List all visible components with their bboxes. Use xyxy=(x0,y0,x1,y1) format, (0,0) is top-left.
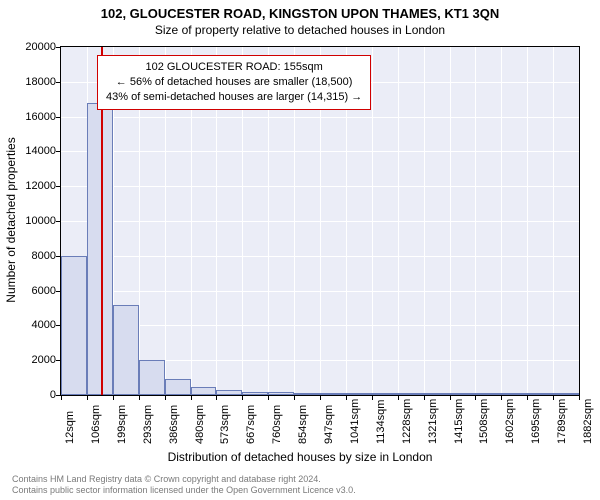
y-tick-mark xyxy=(56,117,61,118)
x-tick-mark xyxy=(294,395,295,400)
histogram-bar xyxy=(113,305,139,395)
x-tick-label: 760sqm xyxy=(271,405,283,444)
annotation-line: ← 56% of detached houses are smaller (18… xyxy=(106,75,362,90)
x-tick-mark xyxy=(320,395,321,400)
footer-line1: Contains HM Land Registry data © Crown c… xyxy=(12,474,356,485)
x-tick-label: 480sqm xyxy=(194,405,206,444)
gridline-v xyxy=(450,47,451,395)
histogram-bar xyxy=(191,387,217,395)
x-tick-mark xyxy=(475,395,476,400)
y-tick-mark xyxy=(56,151,61,152)
histogram-bar xyxy=(398,393,424,395)
x-tick-mark xyxy=(553,395,554,400)
x-tick-mark xyxy=(216,395,217,400)
histogram-bar xyxy=(372,393,398,395)
x-tick-mark xyxy=(450,395,451,400)
x-tick-mark xyxy=(61,395,62,400)
x-tick-label: 1508sqm xyxy=(478,399,490,444)
x-tick-label: 199sqm xyxy=(116,405,128,444)
y-tick-label: 14000 xyxy=(6,145,56,157)
x-tick-label: 293sqm xyxy=(142,405,154,444)
plot-area: 102 GLOUCESTER ROAD: 155sqm← 56% of deta… xyxy=(60,46,580,396)
x-axis-label: Distribution of detached houses by size … xyxy=(0,450,600,464)
annotation-box: 102 GLOUCESTER ROAD: 155sqm← 56% of deta… xyxy=(97,55,371,110)
chart-title-main: 102, GLOUCESTER ROAD, KINGSTON UPON THAM… xyxy=(0,6,600,21)
y-tick-mark xyxy=(56,82,61,83)
x-tick-label: 1041sqm xyxy=(349,399,361,444)
x-tick-label: 667sqm xyxy=(245,405,257,444)
gridline-v xyxy=(424,47,425,395)
histogram-bar xyxy=(61,256,87,395)
x-tick-label: 1882sqm xyxy=(582,399,594,444)
x-tick-label: 854sqm xyxy=(297,405,309,444)
x-tick-mark xyxy=(501,395,502,400)
y-tick-label: 10000 xyxy=(6,215,56,227)
x-tick-mark xyxy=(398,395,399,400)
footer-line2: Contains public sector information licen… xyxy=(12,485,356,496)
x-tick-label: 947sqm xyxy=(323,405,335,444)
x-tick-label: 12sqm xyxy=(64,411,76,444)
title-block: 102, GLOUCESTER ROAD, KINGSTON UPON THAM… xyxy=(0,6,600,37)
x-tick-label: 1134sqm xyxy=(375,400,387,444)
histogram-bar xyxy=(139,360,165,395)
y-tick-label: 2000 xyxy=(6,354,56,366)
x-tick-mark xyxy=(113,395,114,400)
x-tick-label: 1321sqm xyxy=(427,399,439,444)
x-tick-label: 573sqm xyxy=(219,405,231,444)
x-tick-label: 386sqm xyxy=(168,405,180,444)
y-tick-label: 4000 xyxy=(6,319,56,331)
x-tick-mark xyxy=(242,395,243,400)
histogram-bar xyxy=(475,393,501,395)
x-tick-mark xyxy=(165,395,166,400)
x-tick-mark xyxy=(139,395,140,400)
y-tick-label: 20000 xyxy=(6,41,56,53)
histogram-bar xyxy=(242,392,268,395)
x-tick-mark xyxy=(424,395,425,400)
x-tick-mark xyxy=(191,395,192,400)
gridline-v xyxy=(501,47,502,395)
x-tick-mark xyxy=(87,395,88,400)
y-tick-label: 6000 xyxy=(6,285,56,297)
histogram-bar xyxy=(424,393,450,395)
y-tick-label: 18000 xyxy=(6,76,56,88)
x-tick-label: 1695sqm xyxy=(530,399,542,444)
histogram-bar xyxy=(268,392,294,395)
x-tick-mark xyxy=(268,395,269,400)
y-tick-label: 12000 xyxy=(6,180,56,192)
histogram-bar xyxy=(165,379,191,395)
histogram-bar xyxy=(553,393,579,395)
histogram-bar xyxy=(450,393,476,395)
x-tick-label: 1789sqm xyxy=(556,399,568,444)
histogram-bar xyxy=(527,393,553,395)
footer-attribution: Contains HM Land Registry data © Crown c… xyxy=(12,474,356,496)
y-tick-label: 16000 xyxy=(6,111,56,123)
x-tick-label: 1228sqm xyxy=(401,399,413,444)
y-tick-mark xyxy=(56,186,61,187)
histogram-bar xyxy=(216,390,242,395)
chart-title-sub: Size of property relative to detached ho… xyxy=(0,23,600,37)
annotation-line: 102 GLOUCESTER ROAD: 155sqm xyxy=(106,60,362,75)
y-tick-mark xyxy=(56,221,61,222)
y-tick-label: 0 xyxy=(6,389,56,401)
x-tick-label: 1415sqm xyxy=(453,399,465,444)
histogram-bar xyxy=(346,393,372,395)
histogram-bar xyxy=(501,393,527,395)
x-tick-mark xyxy=(372,395,373,400)
histogram-bar xyxy=(294,393,320,395)
annotation-line: 43% of semi-detached houses are larger (… xyxy=(106,90,362,105)
chart-container: 102, GLOUCESTER ROAD, KINGSTON UPON THAM… xyxy=(0,0,600,500)
x-tick-label: 1602sqm xyxy=(504,399,516,444)
y-tick-label: 8000 xyxy=(6,250,56,262)
gridline-v xyxy=(372,47,373,395)
histogram-bar xyxy=(320,393,346,395)
gridline-v xyxy=(398,47,399,395)
gridline-v xyxy=(475,47,476,395)
gridline-v xyxy=(527,47,528,395)
x-tick-mark xyxy=(527,395,528,400)
x-tick-mark xyxy=(346,395,347,400)
x-tick-label: 106sqm xyxy=(90,405,102,444)
gridline-v xyxy=(553,47,554,395)
y-tick-mark xyxy=(56,47,61,48)
x-tick-mark xyxy=(579,395,580,400)
